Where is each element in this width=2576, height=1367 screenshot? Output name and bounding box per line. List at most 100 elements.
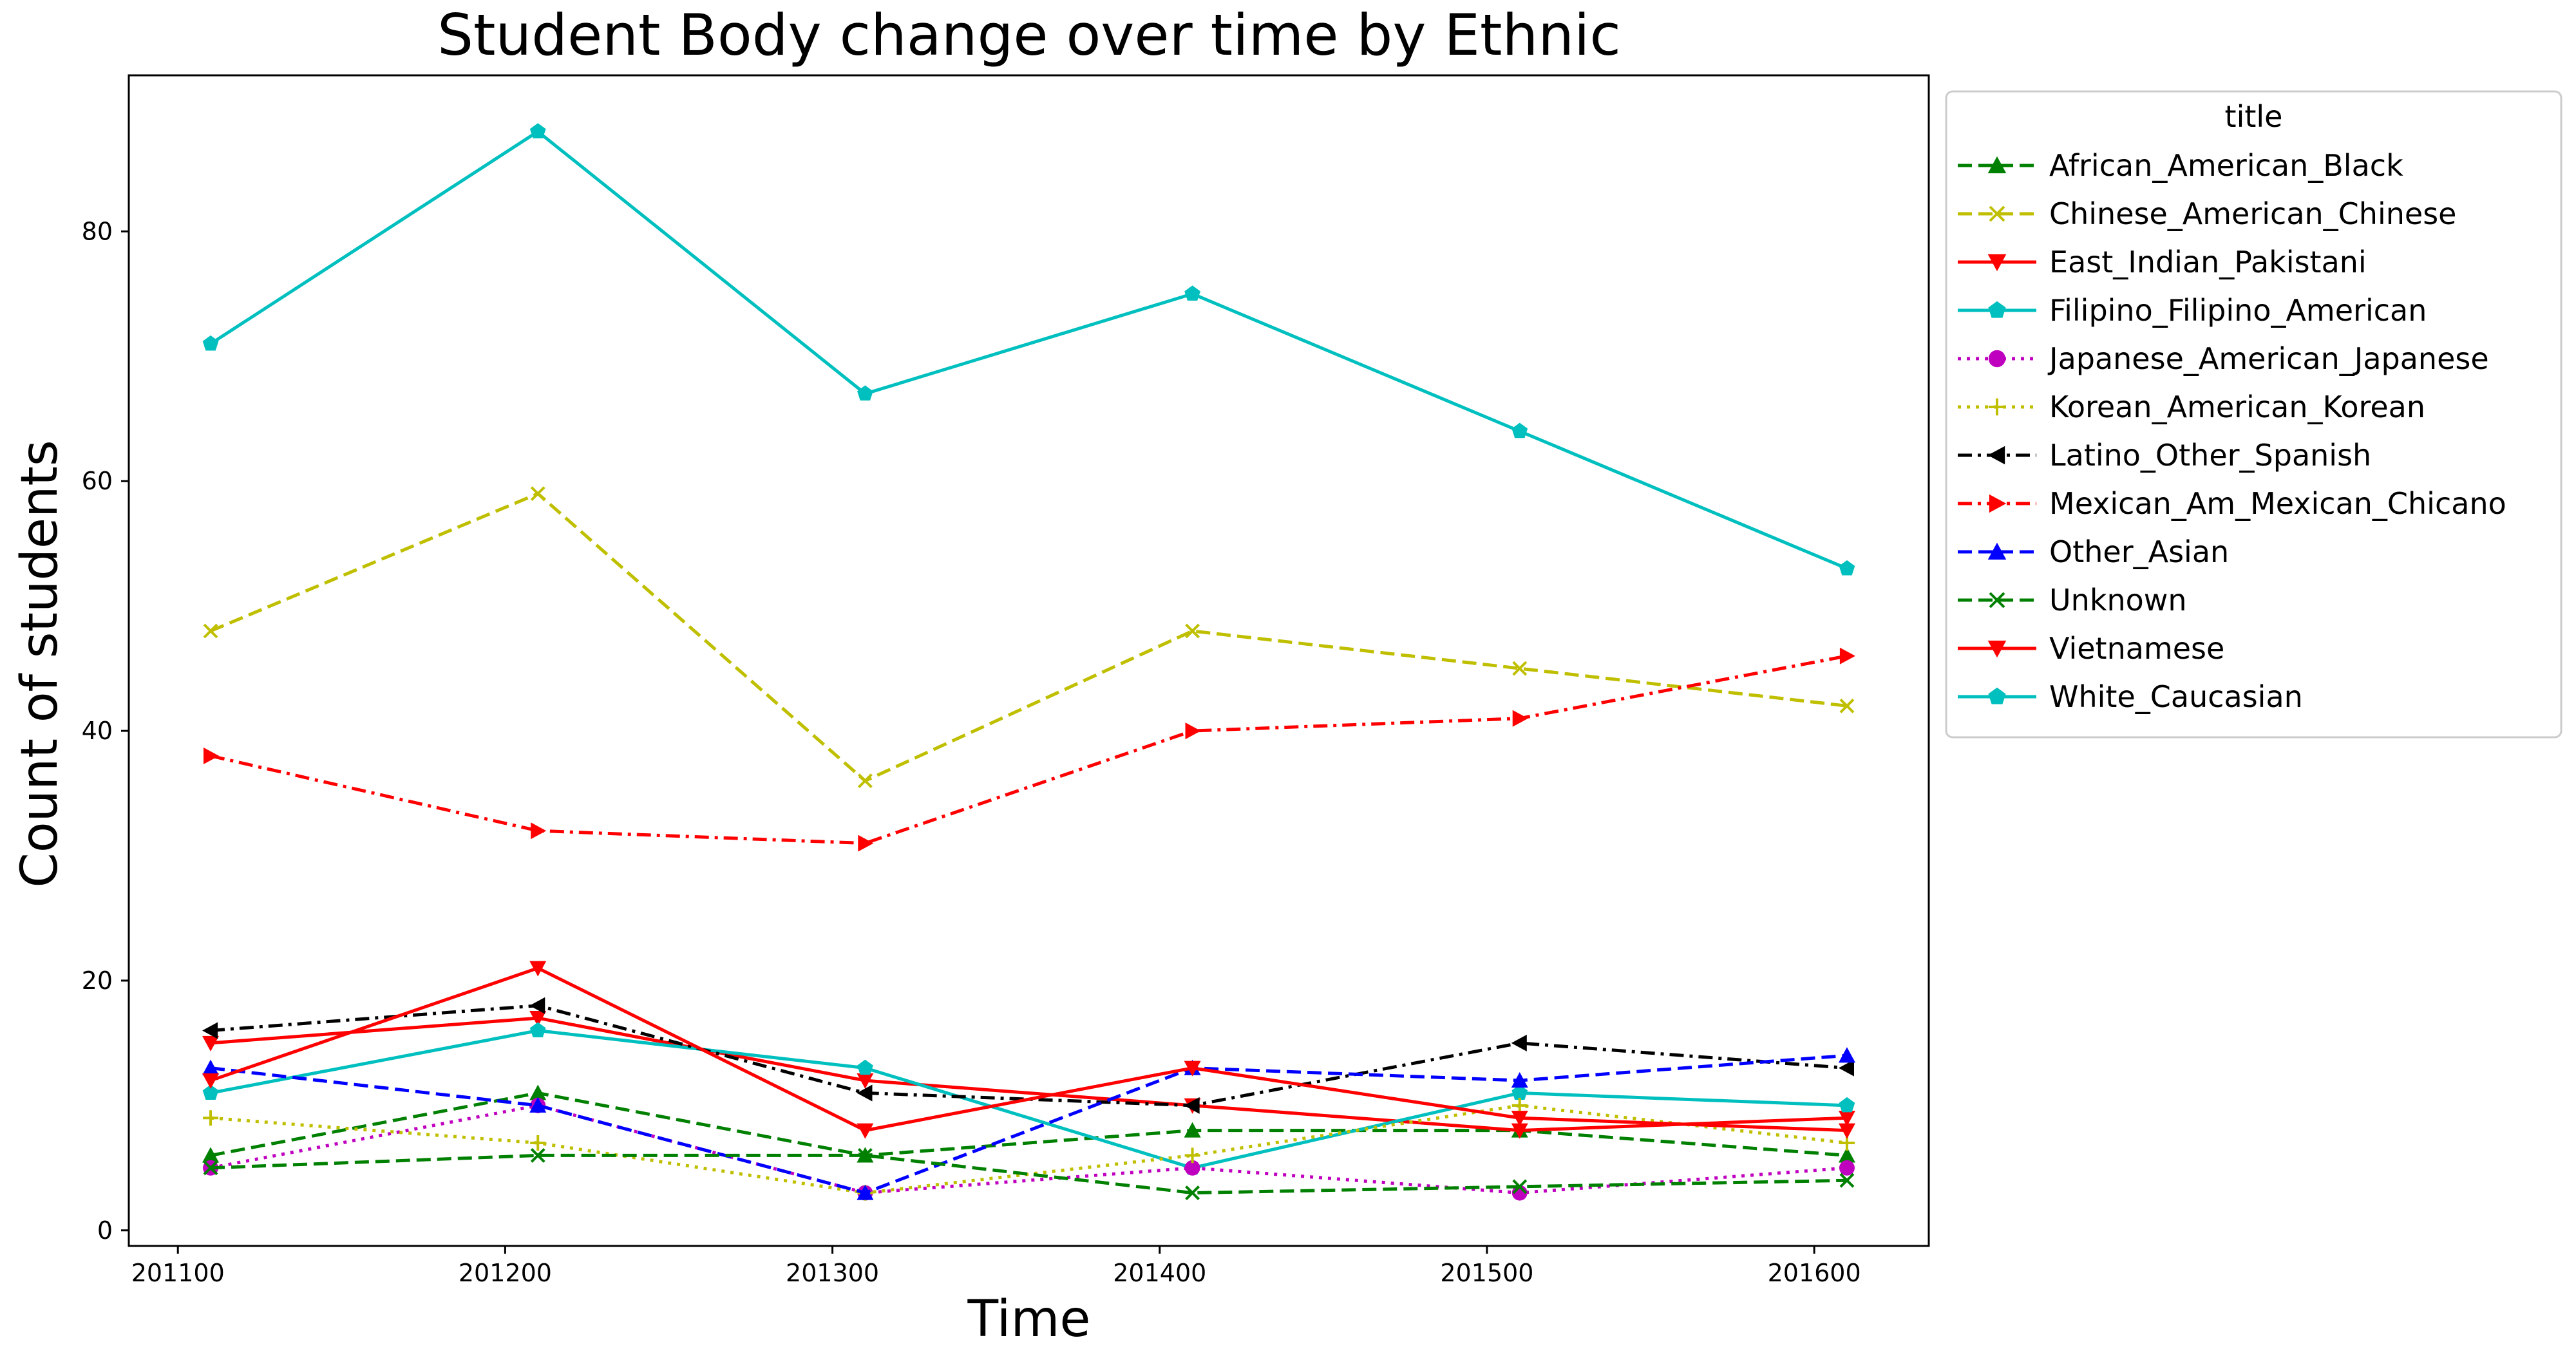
legend-title: title	[2225, 99, 2283, 134]
y-axis-label: Count of students	[11, 440, 69, 887]
data-point	[1511, 1123, 1528, 1139]
data-point	[1184, 1122, 1201, 1138]
data-point	[1839, 698, 1855, 713]
legend-frame	[1945, 90, 2562, 739]
series-line	[209, 129, 1848, 570]
data-point	[529, 123, 546, 138]
x-tick-label: 201400	[1113, 1259, 1206, 1287]
data-point	[1511, 422, 1528, 438]
x-tick-label: 201300	[786, 1259, 879, 1287]
series-line	[210, 1016, 1848, 1133]
series-line	[210, 492, 1848, 783]
data-point	[1184, 285, 1200, 301]
series-line	[210, 1028, 1848, 1170]
legend-label: East_Indian_Pakistani	[2049, 245, 2367, 279]
axes-frame	[128, 74, 1930, 1247]
data-point	[1839, 1097, 1855, 1113]
legend-label: White_Caucasian	[2049, 679, 2303, 714]
data-point	[1838, 1147, 1855, 1163]
legend-label: Other_Asian	[2049, 534, 2229, 569]
series-line	[210, 1053, 1848, 1195]
legend-marker	[1988, 350, 2006, 368]
x-axis-label: Time	[967, 1290, 1091, 1348]
data-point	[857, 1123, 874, 1139]
data-point	[1512, 1179, 1528, 1194]
data-point	[1838, 1059, 1855, 1077]
legend-marker	[1988, 687, 2006, 704]
series-line	[210, 1004, 1848, 1108]
series-line	[210, 966, 1848, 1133]
data-point	[202, 1147, 220, 1163]
y-tick-label: 40	[82, 717, 113, 745]
data-point	[202, 1022, 218, 1039]
legend-marker	[1987, 542, 2007, 560]
chart-title: Student Body change over time by Ethnic	[437, 2, 1621, 68]
data-point	[1184, 1061, 1201, 1077]
data-point	[202, 1073, 220, 1089]
data-point	[529, 1022, 546, 1038]
data-point	[857, 1073, 874, 1089]
series-line	[210, 1091, 1848, 1157]
data-point	[202, 1059, 220, 1075]
y-tick-label: 20	[82, 966, 113, 995]
data-point	[530, 1135, 546, 1151]
legend-label: Korean_American_Korean	[2049, 390, 2425, 424]
legend-marker	[1988, 398, 2006, 416]
x-tick-label: 201500	[1440, 1259, 1533, 1287]
series-line	[210, 1104, 1848, 1195]
data-point	[530, 1147, 545, 1163]
data-point	[531, 822, 547, 840]
data-point	[1511, 1084, 1528, 1100]
data-point	[857, 773, 873, 789]
data-point	[1839, 560, 1855, 576]
series-line	[210, 1153, 1847, 1195]
legend-marker	[1988, 301, 2006, 318]
legend-label: Chinese_American_Chinese	[2049, 196, 2456, 231]
y-tick-label: 60	[82, 467, 113, 495]
plot-area: 201100 201200 201300 201400 201500 201600 0 20 4…	[82, 74, 1930, 1287]
legend-label: Japanese_American_Japanese	[2047, 341, 2489, 376]
data-point	[529, 997, 545, 1014]
legend-marker	[1989, 592, 2005, 608]
x-tick-label: 201600	[1768, 1259, 1861, 1287]
legend-label: Vietnamese	[2049, 631, 2224, 666]
data-point	[1511, 1111, 1528, 1127]
data-point	[858, 834, 874, 852]
legend: title African_American_Black Chinese_Ameri…	[1945, 90, 2562, 739]
data-point	[529, 1011, 547, 1027]
legend-label: Filipino_Filipino_American	[2049, 293, 2427, 328]
data-point	[529, 1097, 547, 1113]
data-point	[1838, 1047, 1855, 1063]
legend-label: African_American_Black	[2049, 148, 2403, 183]
x-tick-label: 201100	[131, 1259, 225, 1287]
y-tick-label: 80	[82, 217, 113, 245]
data-point	[203, 1160, 218, 1176]
data-point	[857, 1059, 873, 1075]
data-point	[1185, 1185, 1200, 1200]
legend-label: Latino_Other_Spanish	[2049, 438, 2371, 473]
legend-marker	[1987, 446, 2005, 465]
data-point	[857, 1147, 873, 1163]
data-point	[202, 1084, 219, 1100]
data-point	[857, 1184, 874, 1200]
data-point	[1839, 1173, 1855, 1188]
legend-marker	[1987, 640, 2007, 658]
data-point	[1184, 1147, 1200, 1164]
legend-label: Mexican_Am_Mexican_Chicano	[2049, 486, 2506, 521]
data-point	[1512, 710, 1528, 727]
legend-marker	[1989, 205, 2005, 222]
legend-marker	[1987, 156, 2007, 174]
data-point	[1511, 1034, 1527, 1051]
data-point	[203, 1110, 219, 1126]
data-point	[1511, 1072, 1528, 1088]
y-tick-label: 0	[97, 1216, 113, 1245]
series-line	[210, 654, 1848, 845]
x-tick-label: 201200	[459, 1259, 552, 1287]
data-point	[1184, 1097, 1200, 1114]
data-point	[203, 747, 220, 764]
data-point	[1839, 1160, 1855, 1176]
data-point	[1185, 623, 1200, 639]
legend-label: Unknown	[2049, 583, 2187, 618]
